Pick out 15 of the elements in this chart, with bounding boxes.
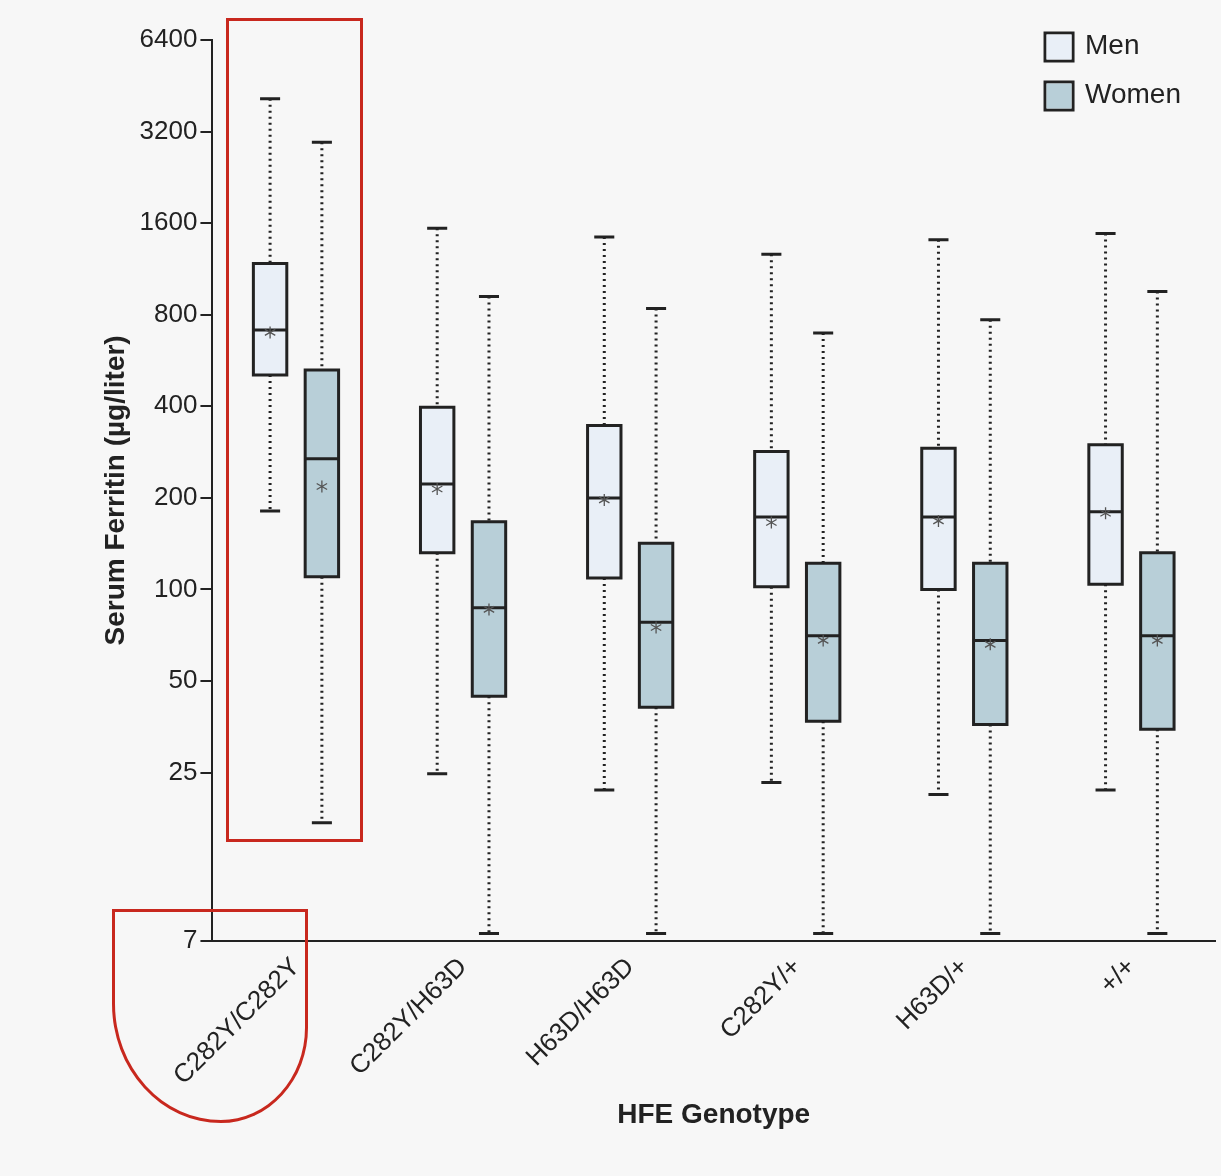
legend-label: Men: [1085, 28, 1140, 60]
y-tick-label: 800: [154, 297, 198, 328]
y-tick-label: 400: [154, 389, 198, 420]
y-tick-label: 3200: [139, 114, 198, 145]
y-tick-label: 50: [168, 664, 198, 695]
legend-label: Women: [1085, 77, 1182, 109]
y-axis-title: Serum Ferritin (µg/liter): [98, 335, 130, 646]
y-tick-label: 6400: [139, 23, 198, 54]
x-tick-label: +/+: [1092, 950, 1141, 999]
y-tick-label: 100: [154, 572, 198, 603]
y-tick-label: 1600: [139, 206, 198, 237]
y-tick-label: 25: [168, 755, 198, 786]
y-tick-label: 7: [182, 923, 198, 954]
y-tick-label: 200: [154, 481, 198, 512]
x-axis-title: HFE Genotype: [617, 1097, 811, 1129]
